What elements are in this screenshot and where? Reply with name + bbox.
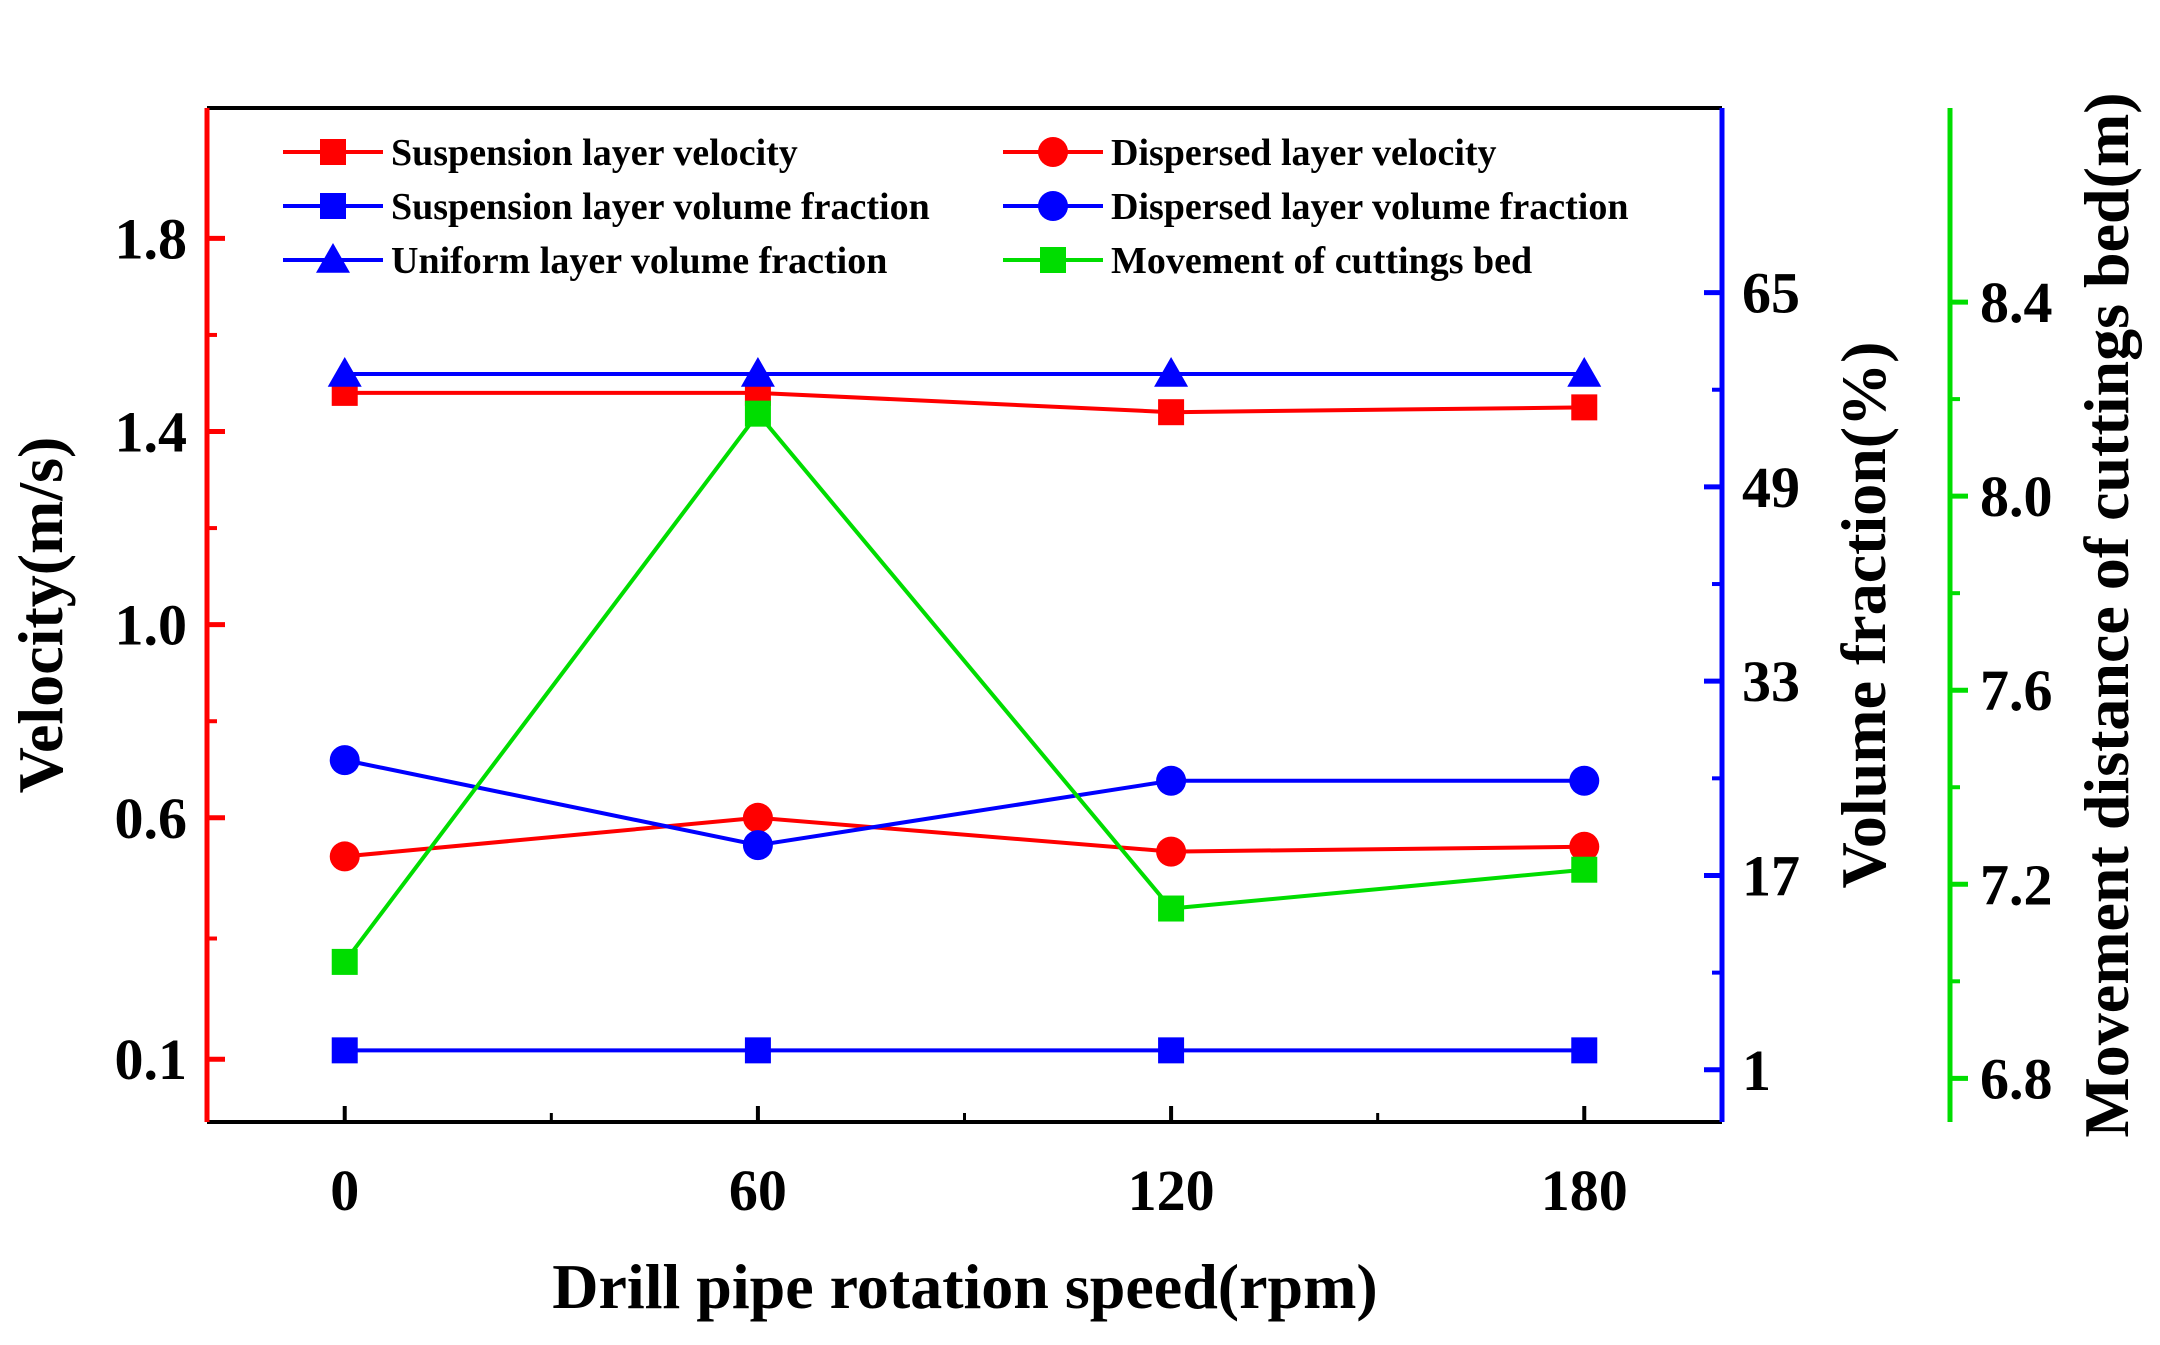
legend-entry: Dispersed layer volume fraction — [1003, 186, 1629, 228]
legend-entry: Dispersed layer velocity — [1003, 132, 1497, 174]
velocity-tick-label: 0.1 — [115, 1027, 188, 1092]
series-1 — [331, 379, 1598, 426]
series-layer — [327, 356, 1602, 1064]
data-point — [331, 948, 358, 975]
data-point — [329, 841, 360, 872]
x-tick-label: 60 — [729, 1158, 787, 1223]
series-4 — [329, 745, 1600, 861]
movement-tick-label: 6.8 — [1980, 1046, 2053, 1111]
data-point — [1158, 895, 1185, 922]
data-point — [742, 830, 773, 861]
series-line — [344, 390, 1585, 415]
data-point — [1158, 1037, 1185, 1064]
volume-tick-label: 17 — [1742, 843, 1800, 908]
data-point — [1571, 1037, 1598, 1064]
series-3 — [331, 1037, 1598, 1064]
velocity-tick-label: 1.0 — [115, 593, 188, 658]
legend-marker — [1038, 137, 1068, 167]
legend-label: Dispersed layer velocity — [1111, 132, 1497, 174]
data-point — [327, 356, 362, 387]
data-point — [1156, 836, 1187, 867]
series-line — [344, 758, 1585, 848]
legend: Suspension layer velocity Dispersed layer… — [283, 132, 1629, 282]
x-tick-label: 120 — [1128, 1158, 1215, 1223]
legend-marker — [1038, 191, 1068, 221]
x-axis-title: Drill pipe rotation speed(rpm) — [552, 1251, 1377, 1322]
data-point — [329, 745, 360, 776]
x-tick-label: 180 — [1541, 1158, 1628, 1223]
legend-entry: Suspension layer volume fraction — [283, 186, 930, 228]
data-point — [1569, 831, 1600, 862]
volume-axis-title: Volume fraction(%) — [1828, 342, 1899, 889]
legend-entry: Uniform layer volume fraction — [283, 240, 887, 282]
movement-tick-label: 8.0 — [1980, 464, 2053, 529]
volume-tick-label: 1 — [1742, 1038, 1771, 1103]
legend-marker — [316, 243, 350, 273]
legend-label: Dispersed layer volume fraction — [1111, 186, 1629, 228]
series-line — [343, 410, 1585, 964]
data-point — [1156, 765, 1187, 796]
data-point — [1567, 356, 1602, 387]
series-2 — [329, 802, 1600, 872]
legend-entry: Movement of cuttings bed — [1003, 240, 1532, 282]
y-axes: 0.1 0.6 1.0 1.4 1.8 Velocity(m/s) 1 17 33 49 65 Vol… — [5, 92, 2142, 1137]
series-line — [344, 815, 1585, 859]
velocity-tick-label: 1.4 — [115, 400, 188, 465]
volume-tick-label: 49 — [1742, 455, 1800, 520]
movement-tick-label: 7.2 — [1980, 852, 2053, 917]
data-point — [1571, 856, 1598, 883]
data-point — [1571, 394, 1598, 421]
x-axis: 0 60 120 180 — [330, 1106, 1628, 1223]
movement-axis: 6.8 7.2 7.6 8.0 8.4 Movement distance of cutt… — [1947, 92, 2142, 1138]
data-point — [1569, 765, 1600, 796]
legend-label: Uniform layer volume fraction — [391, 240, 887, 282]
data-point — [742, 802, 773, 833]
velocity-tick-label: 1.8 — [115, 206, 188, 271]
movement-axis-title: Movement distance of cuttings bed(m) — [2071, 92, 2142, 1137]
legend-marker — [320, 193, 346, 219]
movement-tick-label: 8.4 — [1980, 270, 2053, 335]
volume-tick-label: 65 — [1742, 261, 1800, 326]
x-tick-label: 0 — [330, 1158, 359, 1223]
movement-tick-label: 7.6 — [1980, 658, 2053, 723]
legend-entry: Suspension layer velocity — [283, 132, 798, 174]
volume-tick-label: 33 — [1742, 649, 1800, 714]
data-point — [331, 1037, 358, 1064]
velocity-tick-label: 0.6 — [115, 786, 188, 851]
data-point — [744, 1037, 771, 1064]
velocity-axis-title: Velocity(m/s) — [5, 437, 76, 794]
legend-marker — [320, 139, 346, 165]
data-point — [1158, 399, 1185, 426]
legend-label: Suspension layer volume fraction — [391, 186, 930, 228]
legend-label: Suspension layer velocity — [391, 132, 798, 174]
velocity-axis: 0.1 0.6 1.0 1.4 1.8 Velocity(m/s) — [5, 108, 225, 1122]
legend-marker — [1040, 247, 1066, 273]
series-5 — [327, 356, 1602, 387]
data-point — [744, 400, 771, 427]
data-point — [740, 356, 775, 387]
legend-label: Movement of cuttings bed — [1111, 240, 1532, 282]
volume-axis: 1 17 33 49 65 Volume fraction(%) — [1704, 108, 1899, 1122]
data-point — [1154, 356, 1189, 387]
series-6 — [331, 400, 1598, 975]
